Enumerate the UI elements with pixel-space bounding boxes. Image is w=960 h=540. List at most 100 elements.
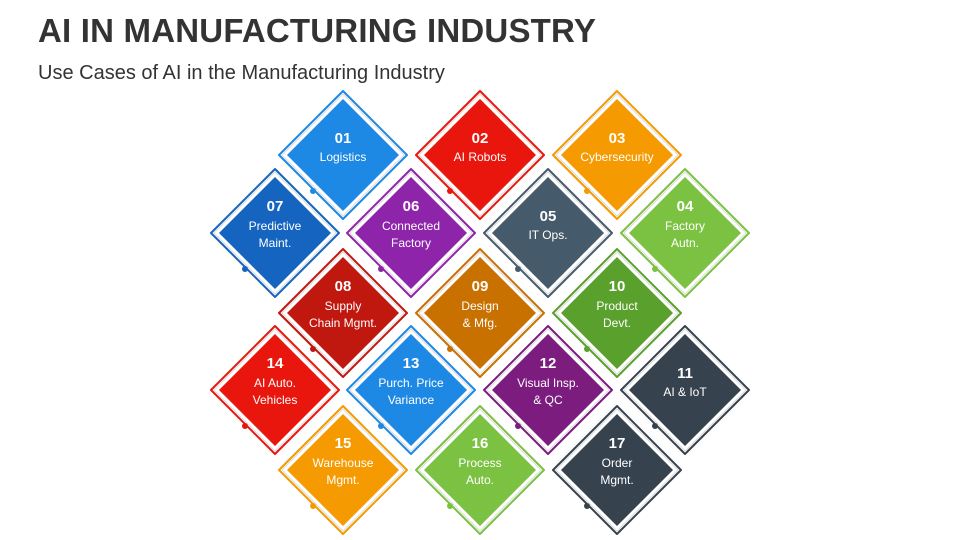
connector-dot: [447, 346, 453, 352]
node-label: Factory: [391, 236, 431, 250]
node-label: Factory: [665, 219, 705, 233]
node-fill: [219, 177, 331, 289]
node-outline: [278, 248, 408, 378]
node-label: Mgmt.: [326, 473, 359, 487]
node: 11 AI & IoT: [620, 325, 750, 455]
node-label: Order: [602, 456, 633, 470]
node-label: AI Auto.: [254, 376, 296, 390]
node-number: 02: [472, 130, 489, 147]
node: 09 Design & Mfg.: [415, 248, 545, 378]
node-outline: [483, 168, 613, 298]
node-outline: [620, 168, 750, 298]
node-outline: [278, 405, 408, 535]
node: 07 Predictive Maint.: [210, 168, 340, 298]
node-fill: [355, 177, 467, 289]
node-number: 04: [677, 198, 694, 215]
node: 04 Factory Autn.: [620, 168, 750, 298]
node-number: 03: [609, 130, 626, 147]
node-label: Mgmt.: [600, 473, 633, 487]
node-outline: [210, 325, 340, 455]
node: 12 Visual Insp. & QC: [483, 325, 613, 455]
node: 08 Supply Chain Mgmt.: [278, 248, 408, 378]
title: AI IN MANUFACTURING INDUSTRY: [38, 12, 597, 49]
node-label: Design: [461, 299, 498, 313]
node-number: 09: [472, 278, 489, 295]
node-fill: [492, 334, 604, 446]
node: 01 Logistics: [278, 90, 408, 220]
node-fill: [219, 334, 331, 446]
connector-dot: [652, 423, 658, 429]
connector-dot: [310, 346, 316, 352]
node: 06 Connected Factory: [346, 168, 476, 298]
node: 10 Product Devt.: [552, 248, 682, 378]
node-label: Variance: [388, 393, 435, 407]
node-label: AI & IoT: [663, 385, 707, 399]
node: 17 Order Mgmt.: [552, 405, 682, 535]
node: 02 AI Robots: [415, 90, 545, 220]
node-outline: [552, 90, 682, 220]
connector-dot: [515, 423, 521, 429]
node-number: 17: [609, 435, 626, 452]
node-fill: [287, 414, 399, 526]
connector-dot: [447, 503, 453, 509]
node-fill: [424, 257, 536, 369]
node-label: Process: [458, 456, 501, 470]
node-label: IT Ops.: [528, 228, 567, 242]
node-number: 01: [335, 130, 352, 147]
node-number: 08: [335, 278, 352, 295]
node-label: Chain Mgmt.: [309, 316, 377, 330]
node-outline: [415, 405, 545, 535]
node-fill: [355, 334, 467, 446]
node-outline: [346, 168, 476, 298]
node-fill: [424, 99, 536, 211]
connector-dot: [242, 423, 248, 429]
node-fill: [287, 257, 399, 369]
connector-dot: [584, 346, 590, 352]
node-label: Auto.: [466, 473, 494, 487]
node-number: 07: [267, 198, 284, 215]
connector-dot: [652, 266, 658, 272]
node-fill: [629, 334, 741, 446]
node-label: Vehicles: [253, 393, 298, 407]
connector-dot: [242, 266, 248, 272]
node: 05 IT Ops.: [483, 168, 613, 298]
node-label: Predictive: [249, 219, 302, 233]
node-label: Cybersecurity: [580, 150, 653, 164]
node-fill: [561, 257, 673, 369]
node-number: 15: [335, 435, 352, 452]
node-label: Devt.: [603, 316, 631, 330]
node-fill: [629, 177, 741, 289]
node-label: AI Robots: [454, 150, 507, 164]
node-outline: [552, 248, 682, 378]
connector-dot: [378, 266, 384, 272]
node-number: 14: [267, 355, 284, 372]
node-number: 16: [472, 435, 489, 452]
node-label: Warehouse: [313, 456, 374, 470]
node-number: 06: [403, 198, 420, 215]
node-number: 13: [403, 355, 420, 372]
connector-dot: [310, 503, 316, 509]
connector-dot: [584, 503, 590, 509]
node-number: 05: [540, 208, 557, 225]
node: 15 Warehouse Mgmt.: [278, 405, 408, 535]
node-outline: [415, 248, 545, 378]
node-number: 11: [677, 365, 693, 382]
node-label: Product: [596, 299, 638, 313]
connector-dot: [378, 423, 384, 429]
node-fill: [561, 99, 673, 211]
node-outline: [210, 168, 340, 298]
node-outline: [552, 405, 682, 535]
node-label: Supply: [325, 299, 362, 313]
node-label: Logistics: [320, 150, 367, 164]
subtitle: Use Cases of AI in the Manufacturing Ind…: [38, 62, 445, 84]
node-label: & QC: [533, 393, 563, 407]
connector-dot: [310, 188, 316, 194]
node-outline: [620, 325, 750, 455]
node-label: Autn.: [671, 236, 699, 250]
node-number: 12: [540, 355, 557, 372]
node-label: Maint.: [259, 236, 292, 250]
node-outline: [415, 90, 545, 220]
node-label: & Mfg.: [463, 316, 498, 330]
